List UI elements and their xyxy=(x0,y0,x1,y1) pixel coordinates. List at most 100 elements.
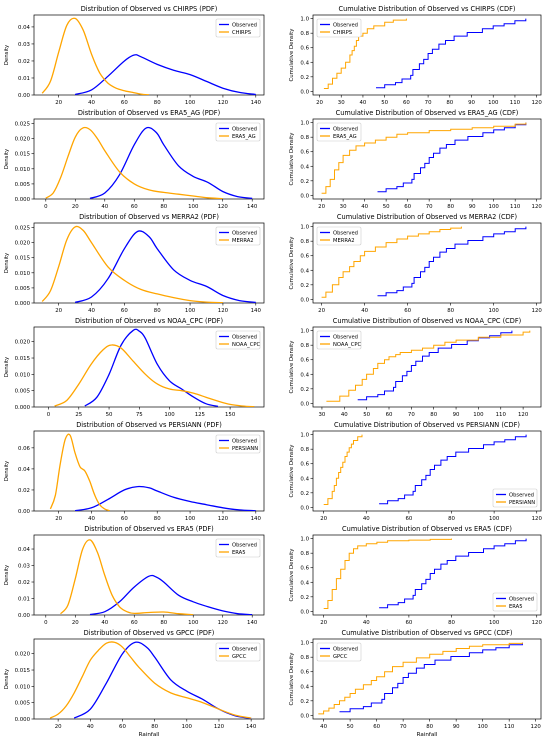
y-tick-label: 0.02 xyxy=(18,580,30,586)
y-tick-label: 0.6 xyxy=(300,358,309,364)
legend-label: PERSIANN xyxy=(232,446,258,452)
y-tick-label: 0.2 xyxy=(300,387,309,393)
x-tick-label: 100 xyxy=(488,100,499,106)
x-tick-label: 100 xyxy=(188,620,199,626)
x-tick-label: 80 xyxy=(430,412,437,418)
x-tick-label: 60 xyxy=(386,412,393,418)
legend-label: Observed xyxy=(232,543,257,549)
legend-label: PERSIANN xyxy=(509,500,535,506)
x-tick-label: 100 xyxy=(188,204,199,210)
x-tick-label: 50 xyxy=(347,724,354,730)
x-tick-label: 40 xyxy=(88,100,95,106)
chart-panel-pdf: Distribution of Observed vs ERA5_AG (PDF… xyxy=(4,109,265,210)
legend-label: ERA5_AG xyxy=(232,134,256,140)
chart-title: Distribution of Observed vs ERA5 (PDF) xyxy=(84,525,214,533)
x-tick-label: 30 xyxy=(340,204,347,210)
y-tick-label: 0.025 xyxy=(15,226,30,232)
chart-panel-cdf: Cumulative Distribution of Observed vs C… xyxy=(289,5,542,106)
legend-label: NOAA_CPC xyxy=(232,342,260,348)
x-tick-label: 40 xyxy=(88,516,95,522)
y-tick-label: 0.00 xyxy=(18,93,31,99)
y-axis-label: Density xyxy=(4,668,10,689)
y-axis-label: Cumulative Density xyxy=(289,132,295,186)
x-tick-label: 60 xyxy=(121,516,128,522)
x-tick-label: 100 xyxy=(489,516,500,522)
chart-panel-cdf: Cumulative Distribution of Observed vs E… xyxy=(289,525,542,626)
x-tick-label: 100 xyxy=(489,204,500,210)
y-tick-label: 0.00 xyxy=(18,613,31,619)
y-axis-label: Cumulative Density xyxy=(289,340,295,394)
y-tick-label: 0.005 xyxy=(15,182,30,188)
series-line-product xyxy=(323,434,363,505)
y-tick-label: 0.8 xyxy=(300,31,309,37)
chart-panel-pdf: Distribution of Observed vs CHIRPS (PDF)… xyxy=(4,5,265,106)
x-tick-label: 120 xyxy=(518,412,529,418)
x-tick-label: 100 xyxy=(185,308,196,314)
x-tick-label: 70 xyxy=(400,724,407,730)
y-tick-label: 0.010 xyxy=(15,167,31,173)
legend-label: Observed xyxy=(509,597,534,603)
x-axis-label: Rainfall xyxy=(139,732,160,737)
series-line-observed xyxy=(89,126,253,199)
x-tick-label: 50 xyxy=(383,204,390,210)
x-tick-label: 50 xyxy=(363,412,370,418)
y-tick-label: 0.8 xyxy=(300,655,309,661)
series-line-product xyxy=(41,225,223,303)
series-line-product xyxy=(321,122,527,194)
y-tick-label: 0.01 xyxy=(18,597,30,603)
x-tick-label: 40 xyxy=(88,308,95,314)
y-tick-label: 0.020 xyxy=(15,137,31,143)
x-tick-label: 60 xyxy=(131,204,138,210)
series-line-product xyxy=(321,226,462,298)
x-tick-label: 90 xyxy=(453,412,460,418)
x-tick-label: 80 xyxy=(154,100,161,106)
y-tick-label: 0.02 xyxy=(18,488,30,494)
y-tick-label: 0.8 xyxy=(300,343,309,349)
y-tick-label: 0.2 xyxy=(300,75,309,81)
x-tick-label: 90 xyxy=(453,724,460,730)
legend-label: Observed xyxy=(333,647,358,653)
x-tick-label: 110 xyxy=(510,204,521,210)
chart-title: Cumulative Distribution of Observed vs G… xyxy=(341,629,512,637)
y-tick-label: 0.0 xyxy=(300,89,309,95)
series-line-observed xyxy=(74,54,256,95)
y-tick-label: 0.6 xyxy=(300,150,309,156)
x-tick-label: 80 xyxy=(447,204,454,210)
y-tick-label: 0.2 xyxy=(300,699,309,705)
x-tick-label: 120 xyxy=(214,724,225,730)
y-tick-label: 0.6 xyxy=(300,566,309,572)
y-axis-label: Density xyxy=(4,564,10,585)
y-tick-label: 1.0 xyxy=(300,433,309,439)
y-tick-label: 0.4 xyxy=(300,164,309,170)
y-tick-label: 0.005 xyxy=(15,701,30,707)
y-tick-label: 1.0 xyxy=(300,121,309,127)
x-tick-label: 40 xyxy=(101,204,108,210)
x-tick-label: 120 xyxy=(532,100,543,106)
x-tick-label: 40 xyxy=(363,516,370,522)
y-axis-label: Cumulative Density xyxy=(289,28,295,82)
x-tick-label: 140 xyxy=(251,516,262,522)
legend-label: MERRA2 xyxy=(333,238,355,244)
x-tick-label: 20 xyxy=(320,620,327,626)
chart-title: Cumulative Distribution of Observed vs M… xyxy=(337,213,517,221)
plot-frame xyxy=(312,430,542,512)
y-axis-label: Density xyxy=(4,252,10,273)
chart-panel-cdf: Cumulative Distribution of Observed vs G… xyxy=(289,629,541,737)
y-axis-label: Cumulative Density xyxy=(289,236,295,290)
legend-label: ERA5 xyxy=(509,604,523,610)
x-tick-label: 90 xyxy=(468,100,475,106)
y-tick-label: 0.000 xyxy=(15,197,31,203)
y-tick-label: 0.4 xyxy=(300,372,309,378)
chart-panel-cdf: Cumulative Distribution of Observed vs N… xyxy=(289,317,542,418)
x-tick-label: 110 xyxy=(504,724,515,730)
x-tick-label: 60 xyxy=(403,100,410,106)
x-tick-label: 40 xyxy=(361,308,368,314)
x-tick-label: 60 xyxy=(121,100,128,106)
series-line-observed xyxy=(74,485,256,511)
plot-frame xyxy=(33,118,265,200)
y-tick-label: 0.8 xyxy=(300,239,309,245)
x-tick-label: 140 xyxy=(247,204,258,210)
